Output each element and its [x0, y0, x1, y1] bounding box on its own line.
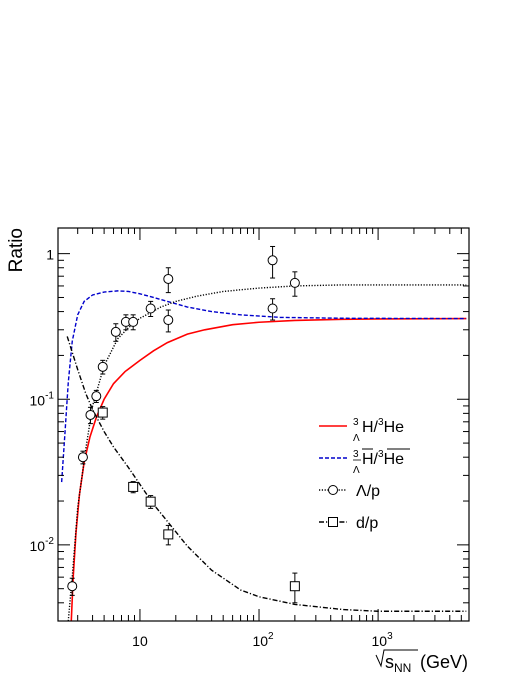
- legend-entry-hypertriton: 3 ΛH/3He: [319, 417, 404, 444]
- lambda-p-data-point: [289, 271, 300, 297]
- d-p-data-point: [163, 524, 174, 546]
- x-label-subscript: NN: [394, 661, 411, 675]
- lambda-p-data-point: [163, 309, 174, 333]
- svg-text:Λ/p: Λ/p: [356, 483, 380, 500]
- axis-tick-labels: 10 102 103 10-2 10-1 1: [30, 247, 394, 649]
- legend-entry-lambda-p: Λ/p: [319, 483, 380, 500]
- lambda-p-data-point: [267, 245, 278, 279]
- lambda-p-data-point: [91, 389, 102, 403]
- lambda-p-data-point: [67, 577, 78, 596]
- legend: 3 ΛH/3He 3 ΛH/3He Λ/p d/p: [319, 417, 410, 532]
- lambda-p-data-point: [163, 267, 174, 294]
- svg-text:d/p: d/p: [356, 515, 378, 532]
- series-layer: [60, 284, 467, 621]
- svg-text:3ΛH/3He: 3 ΛH/3He: [353, 449, 404, 476]
- d-p-data-point: [97, 406, 108, 420]
- legend-entry-d-p: d/p: [319, 515, 378, 532]
- y-tick-label: 10-2: [30, 536, 55, 554]
- x-tick-label: 102: [252, 631, 274, 649]
- legend-entry-anti-hypertriton: 3 ΛH/3He: [319, 448, 410, 476]
- lambda-p-data-point: [97, 359, 108, 375]
- plot-frame: [57, 227, 470, 622]
- x-label-unit: (GeV): [420, 652, 468, 672]
- lambda-p-data-point: [110, 323, 121, 342]
- d-p-data-point: [128, 481, 139, 494]
- y-axis-label: Ratio: [6, 228, 27, 272]
- d-p-data-point: [289, 572, 300, 604]
- lambda-p-data-point: [145, 300, 156, 318]
- d-p-data-point: [145, 495, 156, 509]
- series-line-d-p: [66, 336, 467, 612]
- y-tick-label: 1: [46, 247, 54, 263]
- axis-ticks: [58, 228, 469, 622]
- series-line-hypertriton: [70, 317, 467, 621]
- series-line-anti-hypertriton: [60, 290, 467, 483]
- sqrt-symbol: [375, 649, 418, 668]
- svg-text:3ΛH/3He: 3 ΛH/3He: [353, 417, 404, 444]
- lambda-p-data-point: [267, 298, 278, 321]
- lambda-p-data-point: [128, 314, 139, 331]
- x-tick-label: 10: [132, 633, 148, 649]
- lambda-p-data-point: [77, 450, 88, 465]
- x-label-symbol: s: [385, 652, 394, 672]
- svg-text:sNN: sNN: [385, 652, 411, 675]
- y-tick-label: 10-1: [30, 390, 55, 408]
- series-line-lambda-p: [67, 284, 467, 621]
- x-tick-label: 103: [372, 631, 394, 649]
- lambda-p-data-point: [85, 406, 96, 425]
- points-layer: [67, 245, 300, 604]
- x-axis-label: sNN (GeV): [375, 649, 468, 675]
